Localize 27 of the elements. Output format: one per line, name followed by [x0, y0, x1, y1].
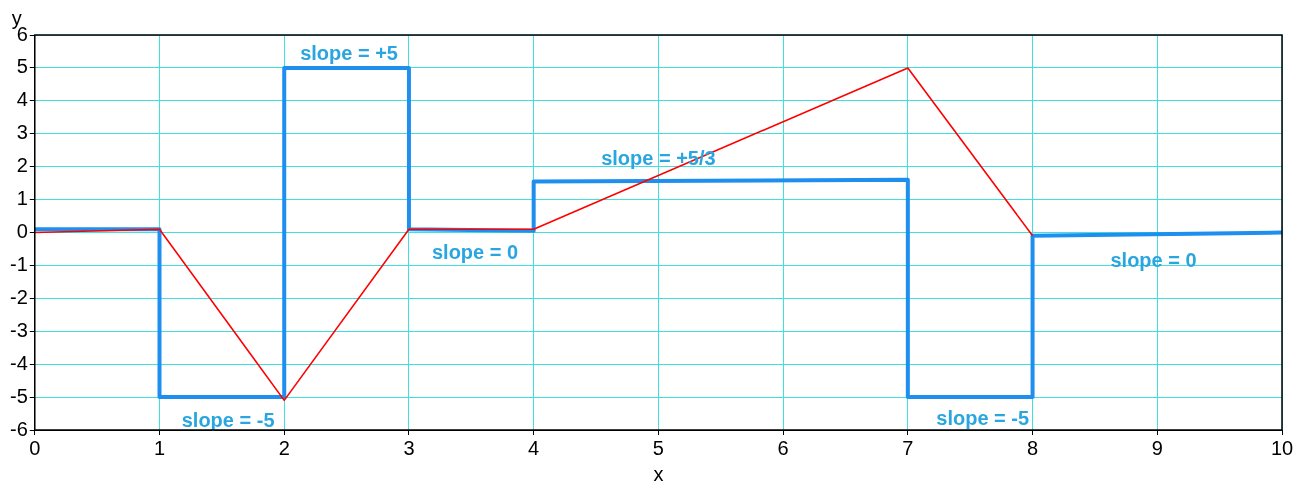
x-tick-label: 5 — [652, 436, 664, 459]
x-tick-label: 10 — [1270, 436, 1294, 459]
annotation: slope = 0 — [431, 241, 519, 264]
x-tick-label: 9 — [1151, 436, 1163, 459]
x-tick-label: 8 — [1026, 436, 1039, 459]
annotation: slope = -5 — [936, 406, 1030, 429]
y-tick-label: 1 — [16, 187, 28, 210]
x-tick-label: 2 — [278, 436, 290, 459]
x-tick-label: 7 — [902, 436, 914, 459]
y-tick-label: 2 — [16, 154, 28, 177]
x-tick-label: 1 — [153, 436, 166, 459]
x-tick-label: 3 — [403, 436, 415, 459]
x-tick-label: 6 — [777, 436, 789, 459]
y-tick-label: -5 — [9, 384, 28, 407]
y-tick-label: -6 — [9, 417, 28, 440]
y-tick-label: 0 — [16, 220, 28, 243]
y-tick-label: -3 — [9, 318, 28, 341]
x-tick-label: 4 — [528, 436, 540, 459]
y-tick-label: -1 — [9, 252, 28, 275]
y-tick-label: 3 — [16, 121, 28, 144]
annotation: slope = +5 — [300, 41, 398, 64]
y-tick-label: 5 — [16, 55, 28, 78]
y-tick-label: 4 — [16, 88, 28, 111]
y-tick-label: -2 — [9, 285, 28, 308]
x-axis-title: x — [653, 462, 664, 485]
y-tick-label: -4 — [9, 351, 28, 374]
annotation: slope = -5 — [181, 408, 275, 431]
